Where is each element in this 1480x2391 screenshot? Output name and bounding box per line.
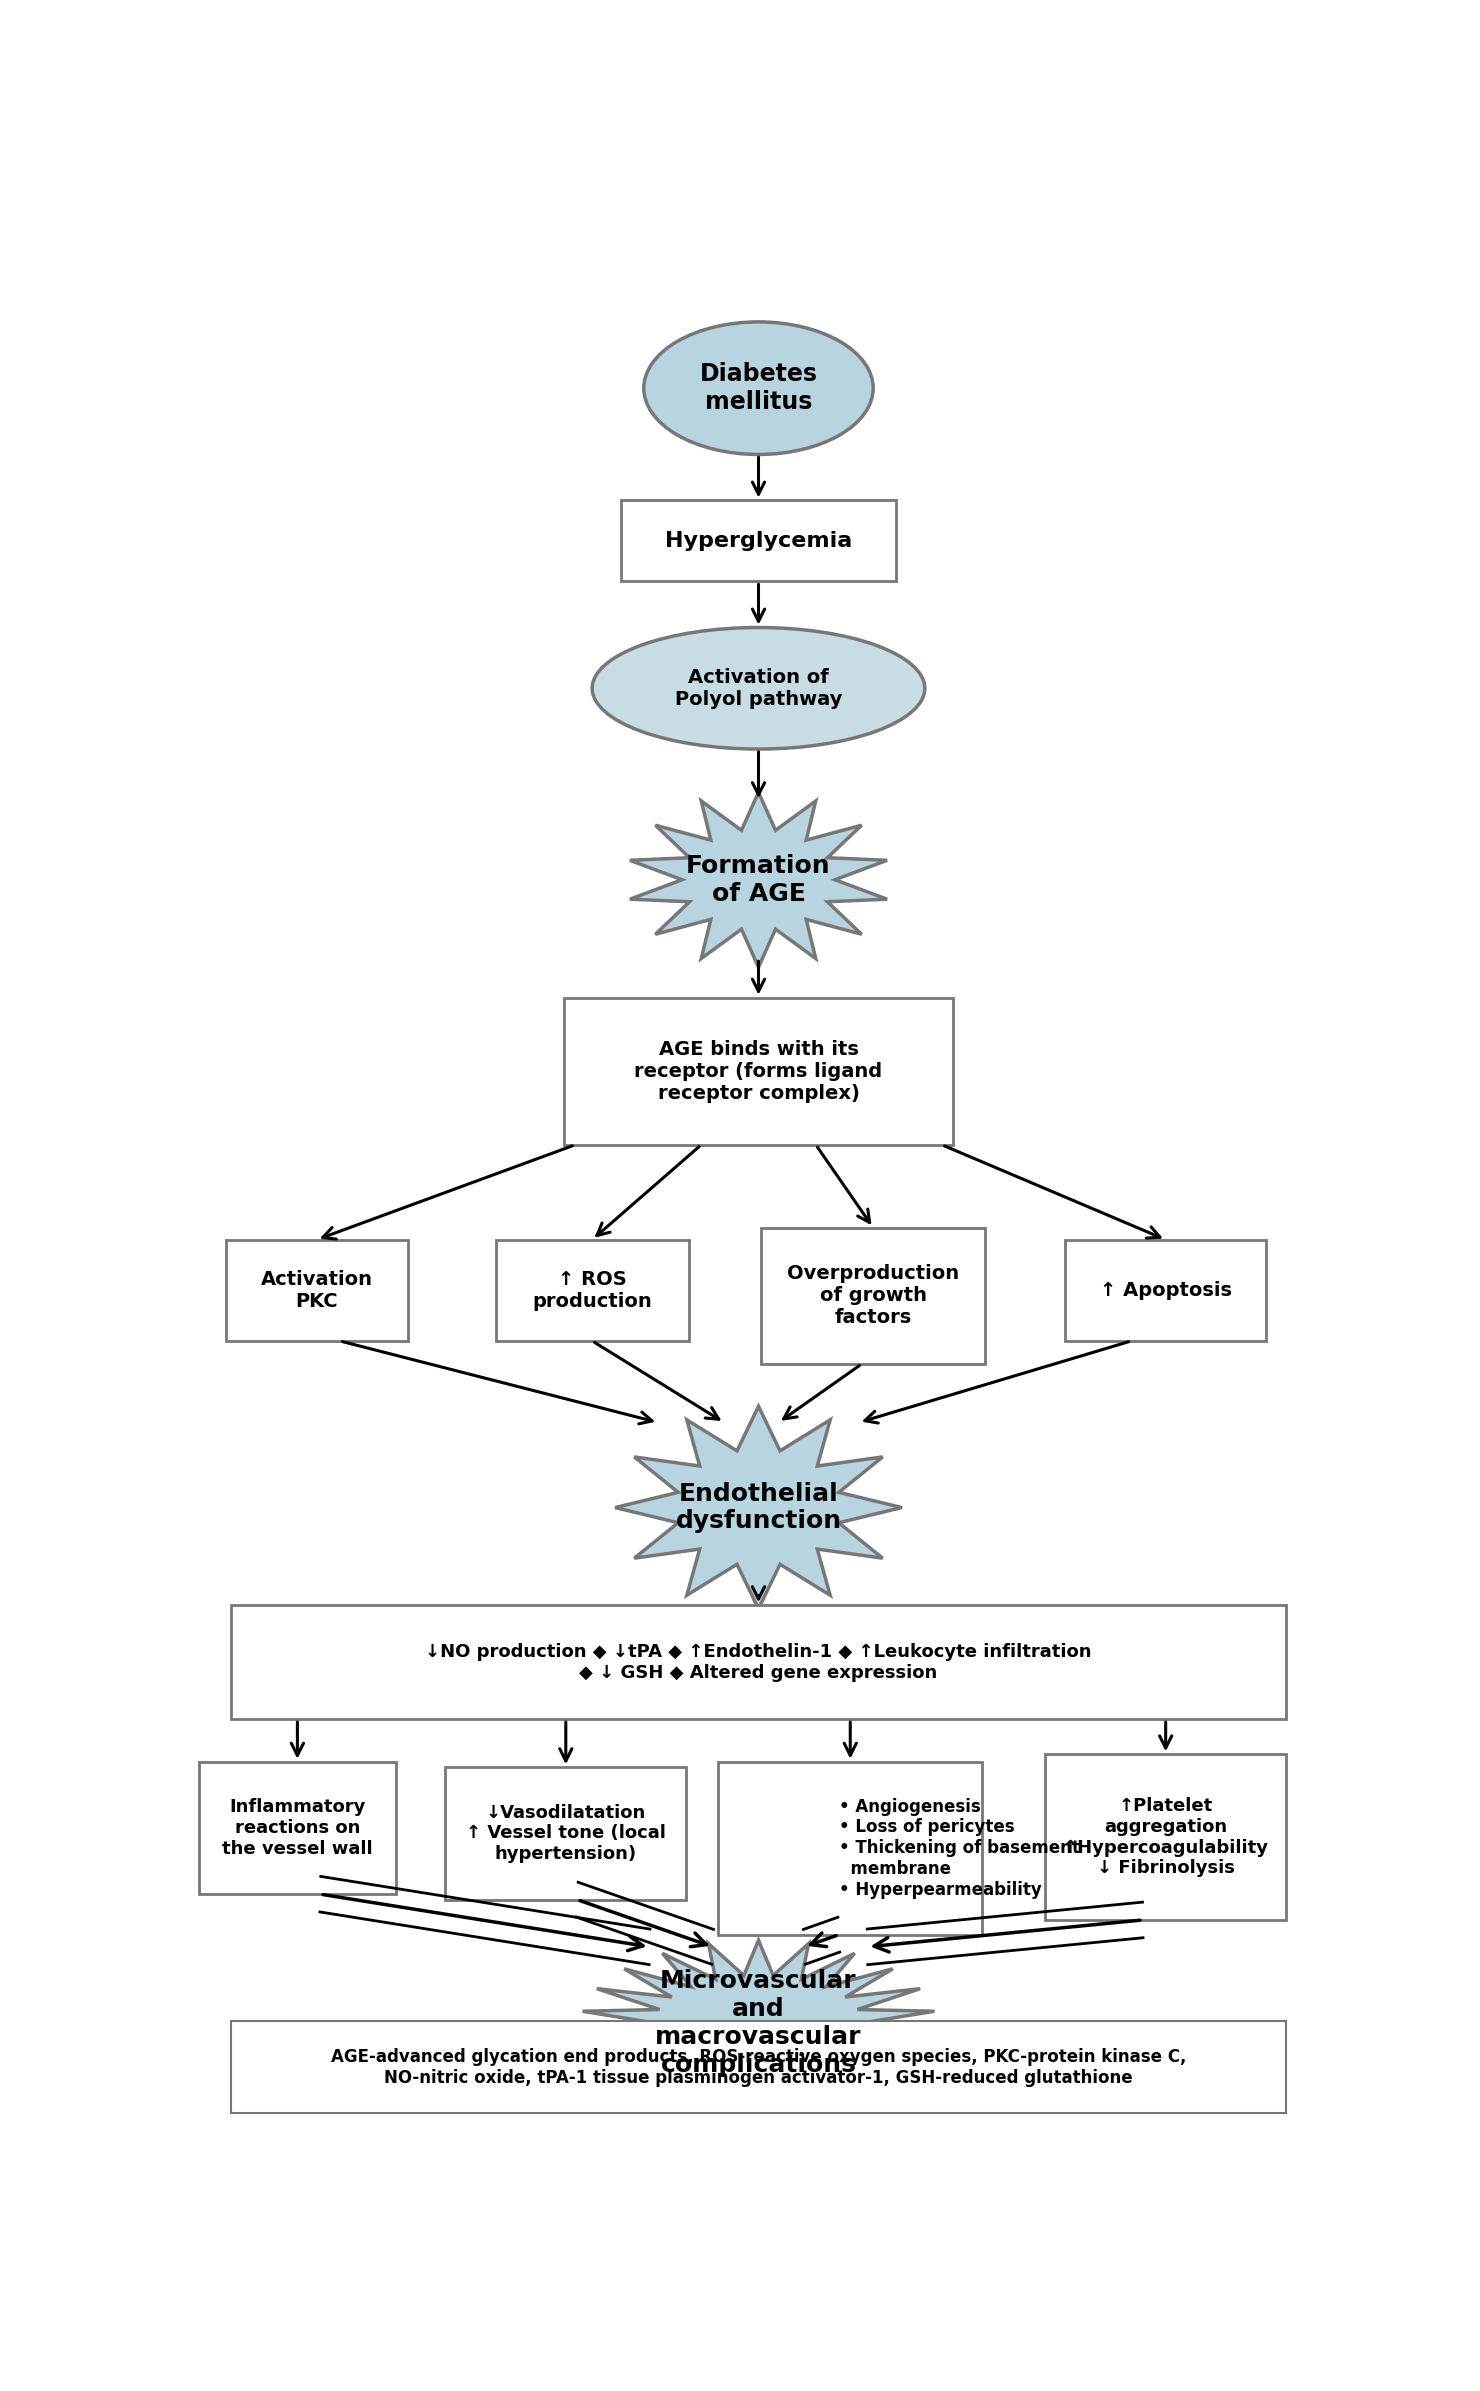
Polygon shape — [616, 1406, 901, 1609]
Polygon shape — [583, 1939, 934, 2106]
FancyBboxPatch shape — [231, 1604, 1286, 1719]
FancyBboxPatch shape — [496, 1239, 688, 1341]
Text: Hyperglycemia: Hyperglycemia — [665, 531, 852, 550]
FancyBboxPatch shape — [761, 1227, 986, 1363]
Ellipse shape — [644, 323, 873, 454]
Text: AGE binds with its
receptor (forms ligand
receptor complex): AGE binds with its receptor (forms ligan… — [635, 1040, 882, 1102]
Text: AGE-advanced glycation end products, ROS-reactive oxygen species, PKC-protein ki: AGE-advanced glycation end products, ROS… — [332, 2047, 1185, 2087]
Text: ↓NO production ◆ ↓tPA ◆ ↑Endothelin-1 ◆ ↑Leukocyte infiltration
◆ ↓ GSH ◆ Altere: ↓NO production ◆ ↓tPA ◆ ↑Endothelin-1 ◆ … — [425, 1643, 1092, 1681]
FancyBboxPatch shape — [226, 1239, 407, 1341]
FancyBboxPatch shape — [1045, 1755, 1286, 1920]
Text: ↑Platelet
aggregation
↑Hypercoagulability
↓ Fibrinolysis: ↑Platelet aggregation ↑Hypercoagulabilit… — [1063, 1798, 1268, 1877]
Text: ↓Vasodilatation
↑ Vessel tone (local
hypertension): ↓Vasodilatation ↑ Vessel tone (local hyp… — [466, 1803, 666, 1863]
Ellipse shape — [592, 626, 925, 748]
Text: Overproduction
of growth
factors: Overproduction of growth factors — [787, 1265, 959, 1327]
FancyBboxPatch shape — [622, 500, 897, 581]
Text: Endothelial
dysfunction: Endothelial dysfunction — [675, 1482, 842, 1533]
FancyBboxPatch shape — [445, 1767, 687, 1901]
Text: • Angiogenesis
• Loss of pericytes
• Thickening of basement
  membrane
• Hyperpe: • Angiogenesis • Loss of pericytes • Thi… — [839, 1798, 1080, 1898]
Text: Activation
PKC: Activation PKC — [260, 1270, 373, 1310]
FancyBboxPatch shape — [198, 1762, 397, 1894]
Text: ↑ Apoptosis: ↑ Apoptosis — [1100, 1282, 1231, 1301]
Polygon shape — [630, 791, 887, 968]
Text: Formation
of AGE: Formation of AGE — [687, 854, 830, 906]
Text: ↑ ROS
production: ↑ ROS production — [533, 1270, 653, 1310]
Text: Activation of
Polyol pathway: Activation of Polyol pathway — [675, 667, 842, 708]
FancyBboxPatch shape — [718, 1762, 983, 1934]
Text: Diabetes
mellitus: Diabetes mellitus — [700, 363, 817, 414]
FancyBboxPatch shape — [1066, 1239, 1265, 1341]
Text: Microvascular
and
macrovascular
complications: Microvascular and macrovascular complica… — [656, 1970, 861, 2078]
FancyBboxPatch shape — [564, 997, 953, 1145]
FancyBboxPatch shape — [231, 2020, 1286, 2114]
Text: Inflammatory
reactions on
the vessel wall: Inflammatory reactions on the vessel wal… — [222, 1798, 373, 1858]
